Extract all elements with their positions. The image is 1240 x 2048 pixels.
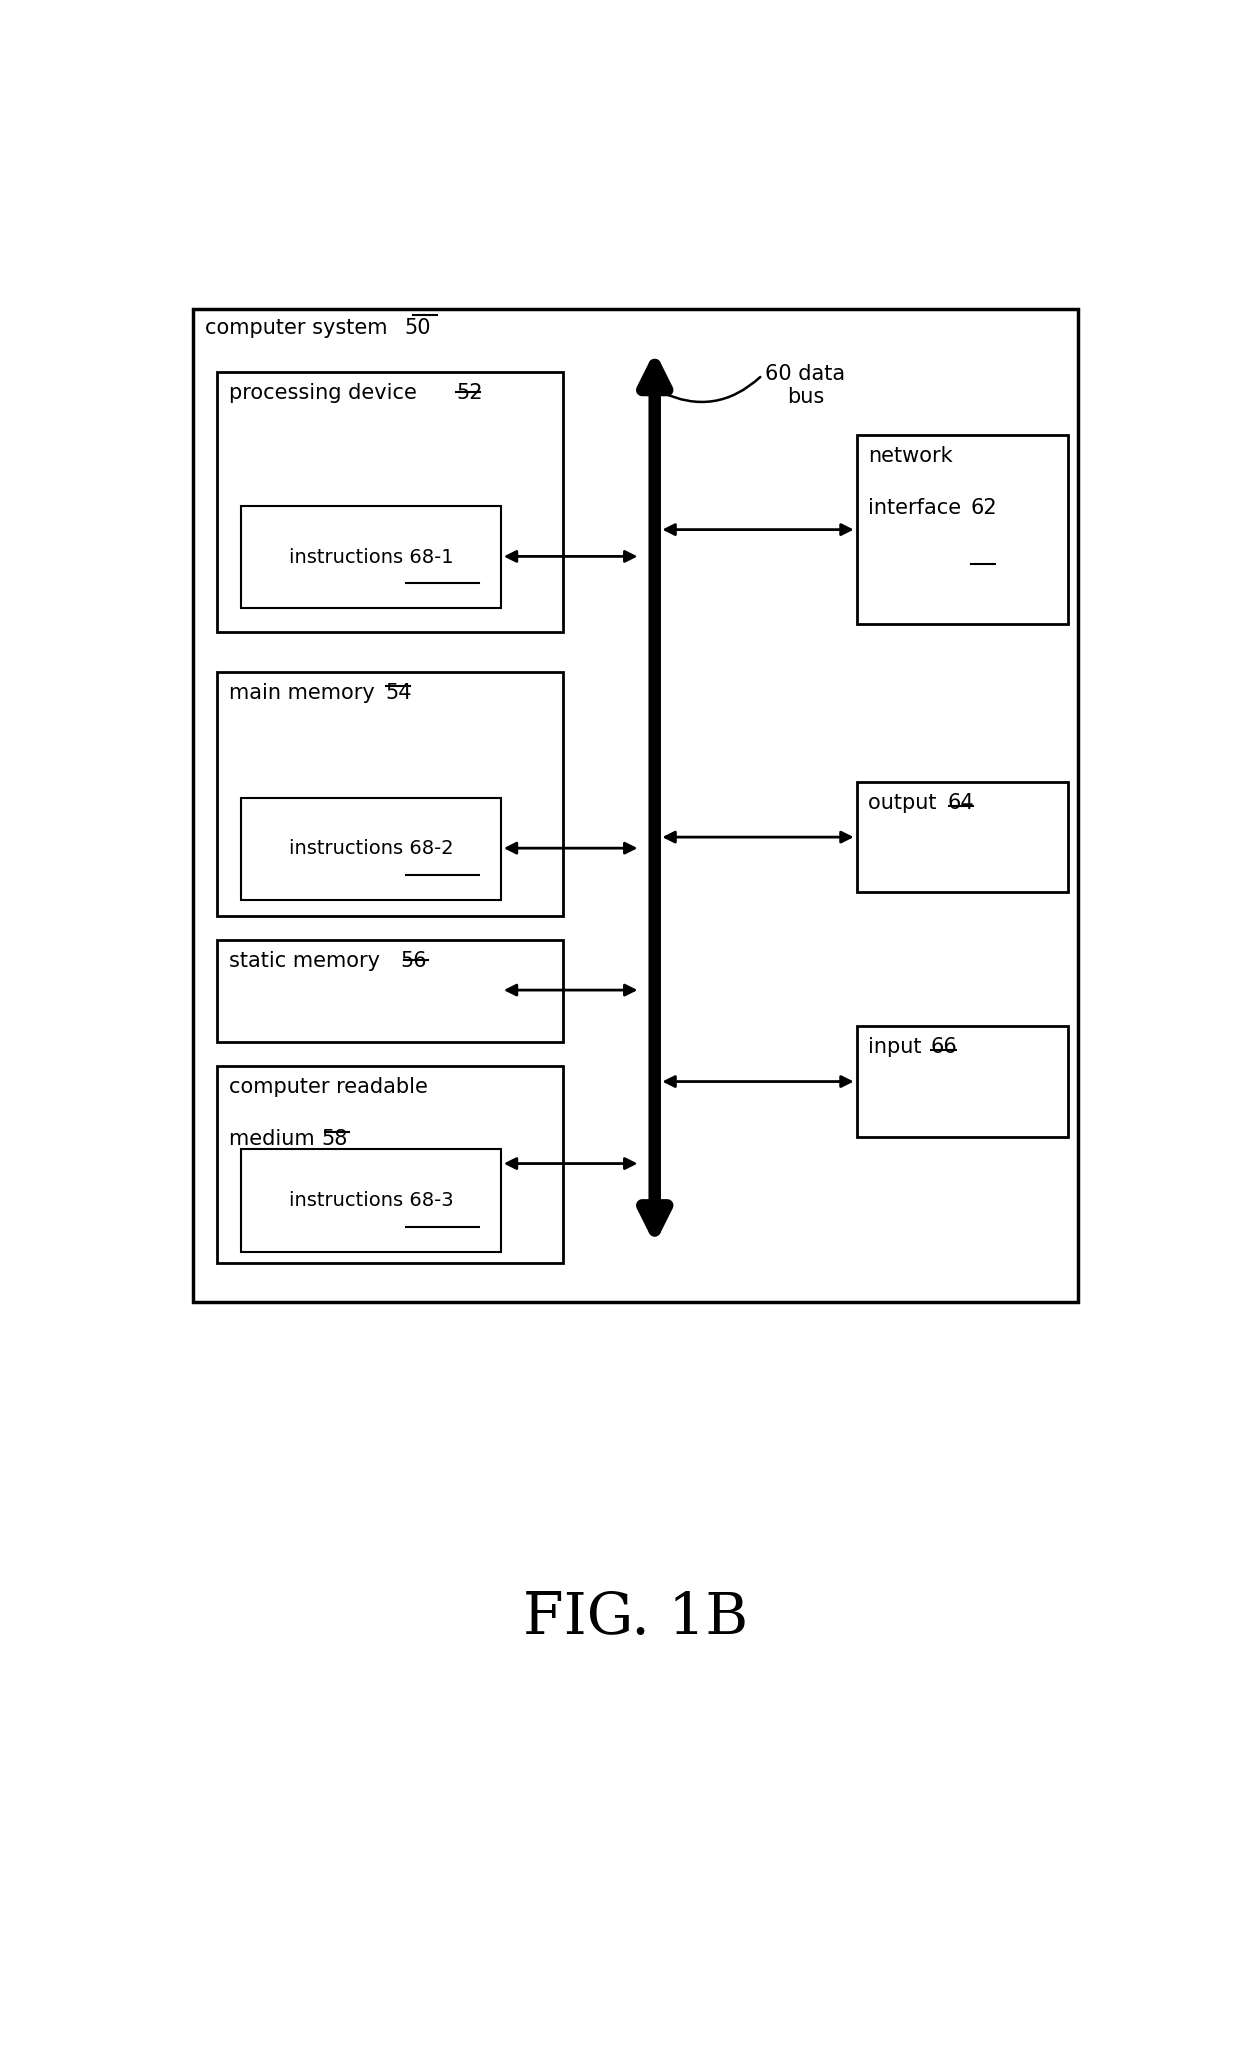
Text: medium: medium — [229, 1128, 321, 1149]
Text: 66: 66 — [930, 1038, 957, 1057]
Text: 62: 62 — [971, 498, 997, 518]
FancyBboxPatch shape — [857, 434, 1068, 625]
Text: 52: 52 — [456, 383, 484, 403]
Text: network: network — [868, 446, 952, 467]
Text: processing device: processing device — [229, 383, 424, 403]
Text: FIG. 1B: FIG. 1B — [523, 1589, 748, 1647]
Text: 58: 58 — [321, 1128, 347, 1149]
Text: computer readable: computer readable — [229, 1077, 428, 1098]
Text: computer system: computer system — [205, 317, 394, 338]
Text: input: input — [868, 1038, 929, 1057]
Text: 60 data
bus: 60 data bus — [765, 365, 846, 408]
Text: main memory: main memory — [229, 682, 382, 702]
FancyBboxPatch shape — [242, 506, 501, 608]
FancyBboxPatch shape — [242, 799, 501, 901]
FancyBboxPatch shape — [217, 672, 563, 915]
FancyBboxPatch shape — [217, 373, 563, 633]
FancyBboxPatch shape — [857, 782, 1068, 893]
Text: static memory: static memory — [229, 950, 387, 971]
FancyBboxPatch shape — [242, 1149, 501, 1251]
FancyBboxPatch shape — [857, 1026, 1068, 1137]
Text: output: output — [868, 793, 944, 813]
FancyBboxPatch shape — [217, 1065, 563, 1264]
Text: interface: interface — [868, 498, 967, 518]
Text: instructions 68-1: instructions 68-1 — [289, 547, 454, 567]
Text: 54: 54 — [386, 682, 412, 702]
Text: 64: 64 — [947, 793, 975, 813]
FancyBboxPatch shape — [193, 309, 1078, 1303]
Text: instructions 68-3: instructions 68-3 — [289, 1192, 454, 1210]
FancyBboxPatch shape — [217, 940, 563, 1042]
Text: 56: 56 — [401, 950, 427, 971]
Text: 50: 50 — [404, 317, 430, 338]
Text: instructions 68-2: instructions 68-2 — [289, 840, 454, 858]
